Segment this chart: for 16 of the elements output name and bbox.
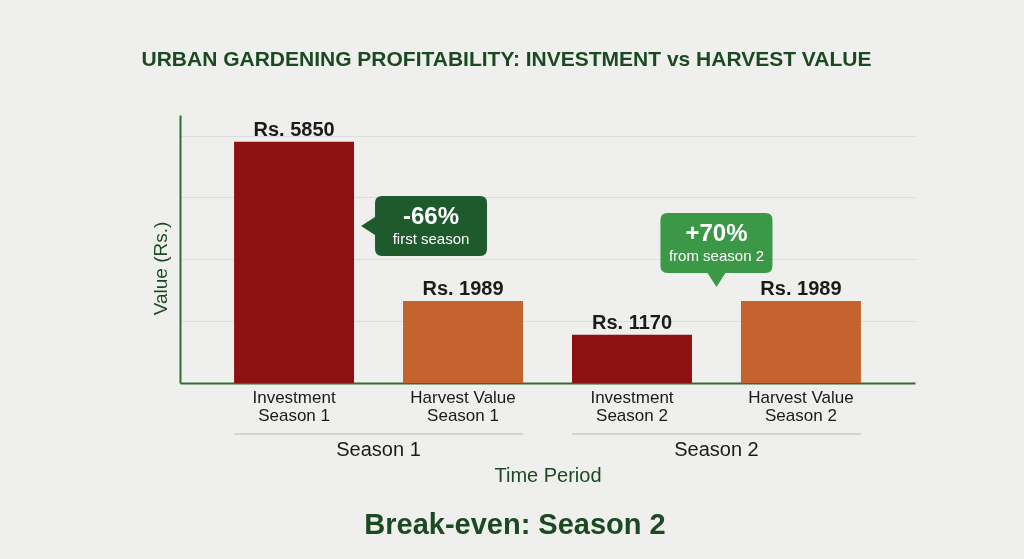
- annotation: -66% first season: [392, 202, 470, 247]
- annotation: +70% from season 2: [668, 219, 764, 264]
- text: Season 2: [674, 438, 759, 460]
- data-label: Rs. 1989: [422, 276, 504, 299]
- x-tick-label: Investment Season 1: [252, 387, 336, 425]
- data-label: Rs. 1170: [591, 310, 673, 333]
- data-label: Rs. 5850: [253, 117, 335, 140]
- x-tick-label: Harvest Value Season 2: [748, 387, 854, 425]
- text: Season 1: [336, 438, 421, 460]
- data-label: Rs. 1989: [760, 276, 842, 299]
- x-tick-label: Harvest Value Season 1: [410, 387, 516, 425]
- x-tick-label: Investment Season 2: [590, 387, 674, 425]
- x-axis-title: Time Period: [494, 463, 602, 486]
- chart-title: URBAN GARDENING PROFITABILITY: INVESTMENT vs HARVEST VALUE: [141, 47, 872, 70]
- text: Break-even: Season 2: [364, 508, 666, 540]
- y-axis-title: Value (Rs.): [149, 221, 171, 316]
